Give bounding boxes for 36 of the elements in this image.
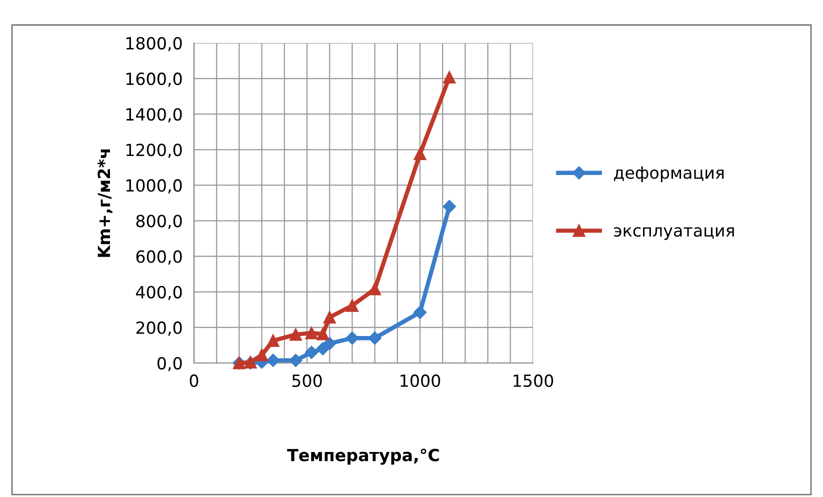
legend-label: эксплуатация: [614, 227, 734, 240]
point: [413, 306, 427, 319]
point: [289, 354, 302, 367]
point: [368, 282, 382, 296]
point: [256, 348, 268, 362]
y-tick-label: 600,0: [136, 250, 182, 265]
point: [266, 334, 280, 347]
y-tick-label: 0,0: [157, 356, 182, 372]
y-tick-label: 1200,0: [126, 144, 182, 158]
x-tick-label: 1500: [514, 374, 554, 388]
y-tick-label: 200,0: [136, 321, 182, 336]
y-axis-title: Km+,г/м2*ч: [98, 150, 112, 257]
point: [368, 332, 382, 345]
point: [266, 354, 280, 367]
y-tick-label: 800,0: [136, 214, 182, 230]
point: [346, 332, 359, 345]
x-axis-title: Температура,°С: [287, 448, 439, 465]
y-tick-label: 1000,0: [126, 179, 182, 194]
y-tick-label: 1600,0: [126, 72, 182, 87]
point: [289, 328, 302, 341]
y-tick-label: 1800,0: [126, 36, 182, 52]
point: [346, 299, 358, 312]
point: [323, 311, 336, 324]
legend-label: деформация: [614, 166, 724, 182]
point: [323, 336, 336, 350]
y-tick-label: 400,0: [136, 286, 182, 300]
point: [304, 346, 318, 359]
x-tick-label: 0: [190, 374, 198, 388]
point: [443, 71, 456, 84]
y-tick-label: 1400,0: [126, 108, 182, 122]
point: [442, 200, 456, 214]
x-tick-label: 1000: [400, 374, 440, 388]
point: [316, 328, 330, 340]
point: [414, 148, 426, 160]
point: [305, 326, 318, 340]
x-tick-label: 500: [292, 374, 322, 388]
